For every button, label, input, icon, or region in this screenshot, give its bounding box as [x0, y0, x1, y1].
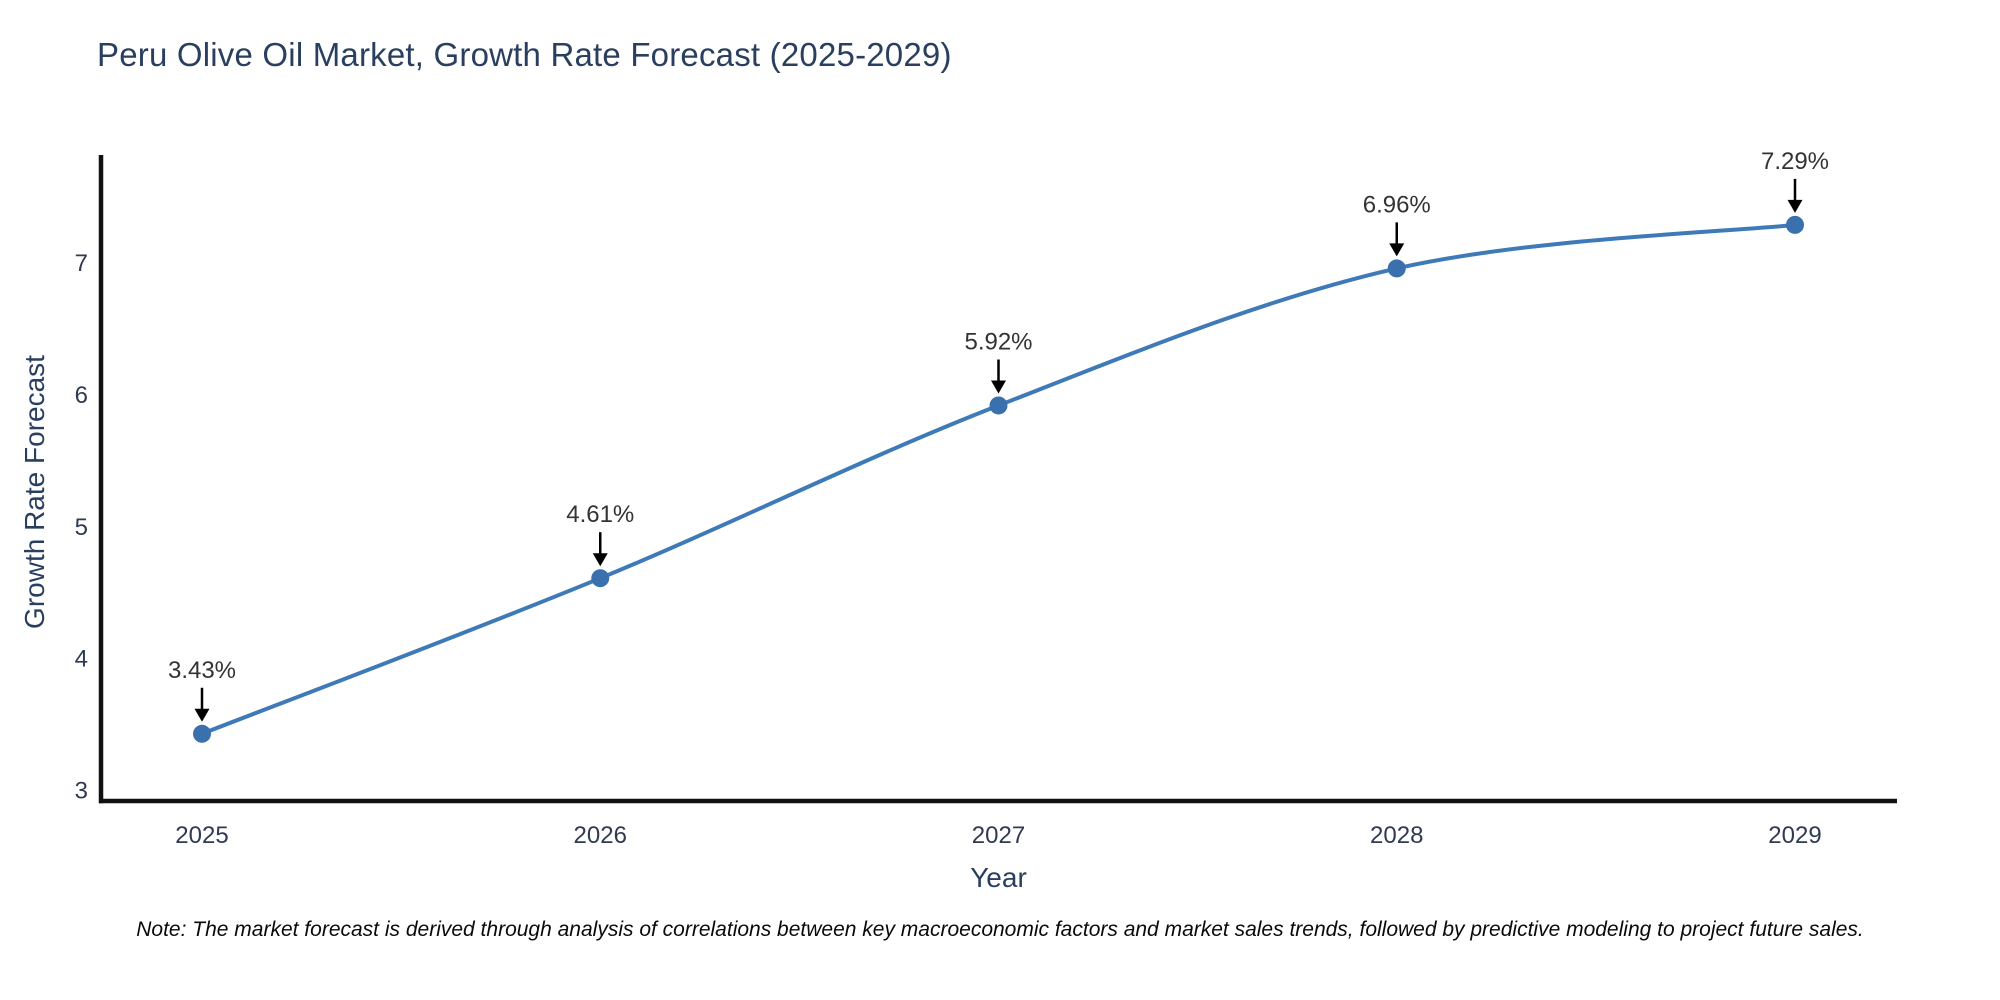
trend-line	[200, 222, 1797, 736]
footnote: Note: The market forecast is derived thr…	[136, 918, 1864, 941]
data-point-marker[interactable]	[989, 396, 1008, 415]
x-tick-label: 2026	[574, 822, 627, 849]
y-tick-label: 7	[75, 250, 88, 277]
data-point-marker[interactable]	[193, 724, 211, 743]
chart-title: Peru Olive Oil Market, Growth Rate Forec…	[97, 36, 952, 73]
x-tick-label: 2029	[1768, 822, 1821, 849]
y-tick-label: 4	[75, 646, 88, 673]
annotation-arrowhead-icon	[1389, 243, 1405, 257]
data-point-marker[interactable]	[1786, 215, 1804, 234]
annotation-arrowhead-icon	[194, 708, 210, 722]
annotation-arrowhead-icon	[991, 380, 1006, 394]
y-tick-label: 6	[75, 382, 88, 409]
data-point-label: 4.61%	[566, 501, 634, 528]
data-point-label: 6.96%	[1363, 191, 1431, 218]
y-tick-label: 3	[75, 777, 88, 804]
x-axis-title: Year	[970, 862, 1027, 893]
data-point-label: 7.29%	[1761, 148, 1829, 175]
data-point-label: 5.92%	[964, 328, 1032, 355]
data-point-label: 3.43%	[168, 657, 236, 684]
x-tick-label: 2025	[175, 822, 228, 849]
annotation-arrowhead-icon	[592, 553, 608, 567]
data-point-marker[interactable]	[1387, 259, 1406, 278]
data-point-marker[interactable]	[591, 569, 610, 588]
x-tick-label: 2027	[972, 822, 1025, 849]
annotation-arrowhead-icon	[1787, 199, 1803, 213]
x-tick-label: 2028	[1370, 822, 1423, 849]
y-tick-label: 5	[75, 514, 88, 541]
